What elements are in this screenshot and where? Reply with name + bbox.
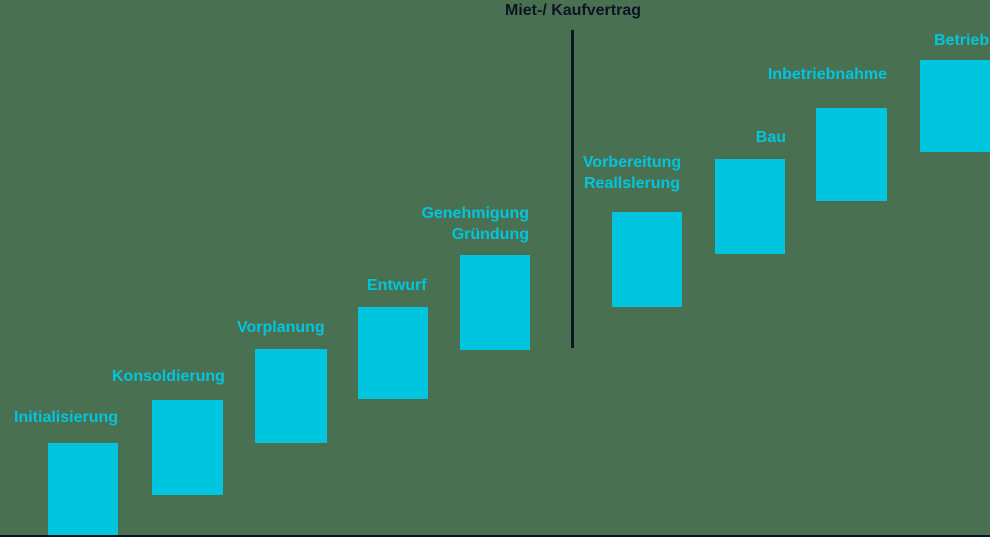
phase-label-line: Konsoldierung <box>112 368 225 385</box>
phase-box-genehmigung-gr-ndung <box>460 255 530 350</box>
phase-label-vorplanung: Vorplanung <box>237 317 325 338</box>
phase-label-line: Genehmigung <box>421 205 529 222</box>
phase-label-genehmigung-gr-ndung: Genehmigung Gründung <box>421 203 529 245</box>
phase-box-betrieb <box>920 60 990 152</box>
phase-label-konsoldierung: Konsoldierung <box>112 366 225 387</box>
phase-label-line: Entwurf <box>367 277 427 294</box>
phase-label-initialisierung: Initialisierung <box>14 407 118 428</box>
phase-box-vorplanung <box>255 349 327 443</box>
phase-label-line: Vorbereitung <box>582 154 682 171</box>
phase-box-entwurf <box>358 307 428 399</box>
phase-label-line: Inbetriebnahme <box>767 66 887 83</box>
contract-divider-label: Miet-/ Kaufvertrag <box>504 2 642 19</box>
phase-label-line: Bau <box>755 129 786 146</box>
phase-label-bau: Bau <box>756 127 786 148</box>
phase-label-line: Betrieb <box>934 32 990 49</box>
phase-label-line: Initialisierung <box>14 409 119 426</box>
phase-box-konsoldierung <box>152 400 223 495</box>
phase-label-line: Vorplanung <box>237 319 325 336</box>
phase-label-line: Gründung <box>451 226 529 243</box>
phase-box-vorbereitung-reallslerung <box>612 212 682 307</box>
phase-box-bau <box>715 159 785 254</box>
phase-label-inbetriebnahme: Inbetriebnahme <box>768 64 887 85</box>
phase-label-entwurf: Entwurf <box>367 275 427 296</box>
phase-box-initialisierung <box>48 443 118 535</box>
bottom-edge-line <box>0 535 990 537</box>
contract-divider-line <box>571 30 574 348</box>
phase-box-inbetriebnahme <box>816 108 887 201</box>
phase-label-line: Reallslerung <box>583 175 681 192</box>
phase-label-betrieb: Betrieb <box>934 30 989 51</box>
phase-label-vorbereitung-reallslerung: Vorbereitung Reallslerung <box>552 152 712 194</box>
